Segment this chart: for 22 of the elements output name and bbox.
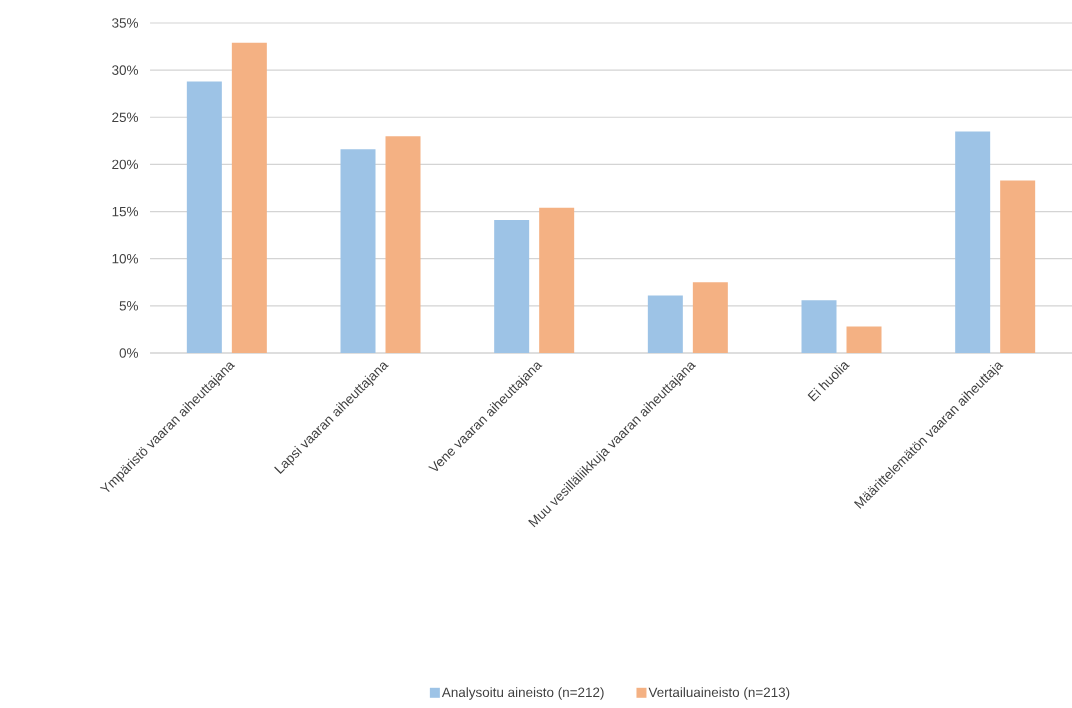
y-tick-label: 10% <box>112 253 139 264</box>
y-tick-label: 30% <box>112 65 139 75</box>
legend-label: Vertailuaineisto (n=213) <box>648 687 790 700</box>
bar <box>1000 180 1036 353</box>
bar <box>647 295 683 353</box>
legend-label: Analysoitu aineisto (n=212) <box>441 687 604 700</box>
bar <box>846 326 882 353</box>
y-tick-label: 0% <box>119 348 139 358</box>
y-tick-label: 15% <box>112 206 139 217</box>
bar <box>186 81 222 353</box>
bar <box>801 300 837 353</box>
bar <box>231 42 267 353</box>
bar <box>385 136 421 353</box>
y-tick-label: 35% <box>112 18 139 28</box>
y-tick-label: 25% <box>112 112 139 123</box>
bar <box>340 149 376 353</box>
bar <box>692 282 728 353</box>
bar <box>539 207 575 353</box>
bar <box>955 131 991 353</box>
bar <box>494 220 530 353</box>
y-tick-label: 20% <box>112 159 139 170</box>
y-tick-label: 5% <box>119 301 139 311</box>
